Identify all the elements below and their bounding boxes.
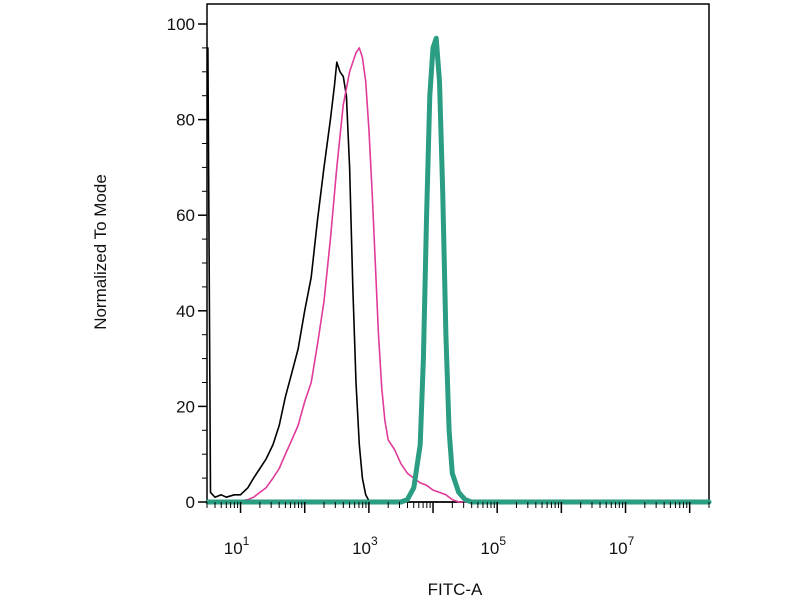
y-tick-label: 0 — [186, 493, 195, 512]
y-axis-title: Normalized To Mode — [91, 174, 110, 330]
y-tick-label: 100 — [167, 15, 195, 34]
y-axis: 0 20 40 60 80 100 — [167, 15, 207, 512]
plot-border — [206, 3, 710, 503]
plot-frame — [206, 3, 710, 503]
y-tick-label: 60 — [176, 206, 195, 225]
x-tick-label: 101 — [224, 534, 250, 558]
series-line-1 — [207, 47, 710, 503]
series-line-3 — [205, 35, 712, 505]
x-tick-label: 103 — [352, 534, 378, 558]
y-tick-label: 20 — [176, 397, 195, 416]
x-tick-label: 105 — [480, 534, 506, 558]
x-axis-title: FITC-A — [428, 580, 483, 599]
x-axis: 101 103 105 107 — [206, 502, 710, 558]
y-tick-label: 40 — [176, 302, 195, 321]
x-tick-label: 107 — [609, 534, 635, 558]
series-layer — [205, 35, 712, 505]
series-line-2 — [207, 47, 710, 503]
y-tick-label: 80 — [176, 111, 195, 130]
